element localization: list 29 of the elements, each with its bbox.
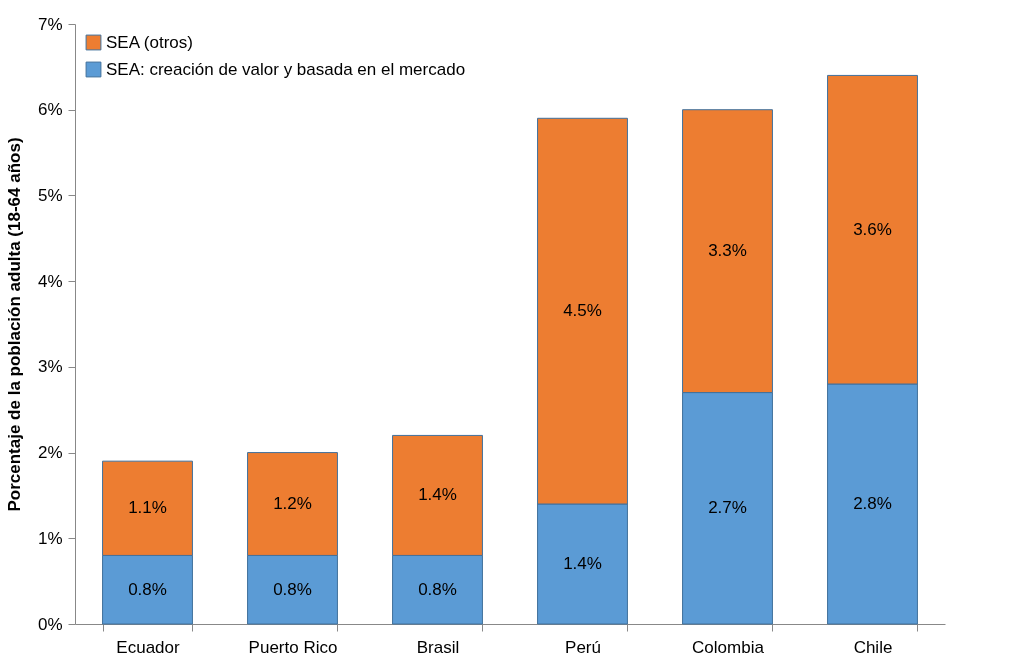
x-tick-label: Ecuador: [116, 637, 180, 657]
data-label: 2.7%: [708, 498, 747, 518]
data-label: 1.2%: [273, 494, 312, 513]
x-tick-label: Colombia: [692, 637, 765, 657]
data-label: 0.8%: [273, 579, 312, 599]
y-tick-label: 3%: [37, 357, 63, 377]
y-tick-label: 0%: [37, 614, 63, 634]
y-tick-label: 4%: [37, 271, 63, 291]
data-label: 0.8%: [418, 579, 457, 599]
data-label: 0.8%: [128, 579, 167, 599]
y-tick-label: 2%: [37, 443, 63, 463]
legend-label: SEA: creación de valor y basada en el mercado: [106, 59, 466, 79]
y-tick-label: 6%: [37, 100, 63, 120]
x-tick-label: Chile: [853, 637, 893, 657]
x-tick-label: Brasil: [416, 637, 460, 657]
x-tick-label: Perú: [565, 637, 601, 657]
y-tick-label: 5%: [37, 185, 63, 205]
data-label: 1.1%: [128, 498, 167, 518]
data-label: 1.4%: [418, 485, 457, 505]
y-axis-title: Porcentaje de la población adulta (18-64 años): [4, 137, 24, 512]
legend-label: SEA (otros): [106, 32, 193, 52]
data-label: 3.3%: [708, 241, 747, 261]
x-tick-label: Puerto Rico: [248, 637, 338, 657]
data-label: 4.5%: [563, 301, 602, 321]
y-tick-label: 1%: [37, 528, 63, 548]
y-tick-label: 7%: [37, 14, 63, 34]
data-label: 3.6%: [853, 219, 892, 239]
data-label: 2.8%: [853, 494, 892, 513]
data-label: 1.4%: [563, 554, 602, 573]
